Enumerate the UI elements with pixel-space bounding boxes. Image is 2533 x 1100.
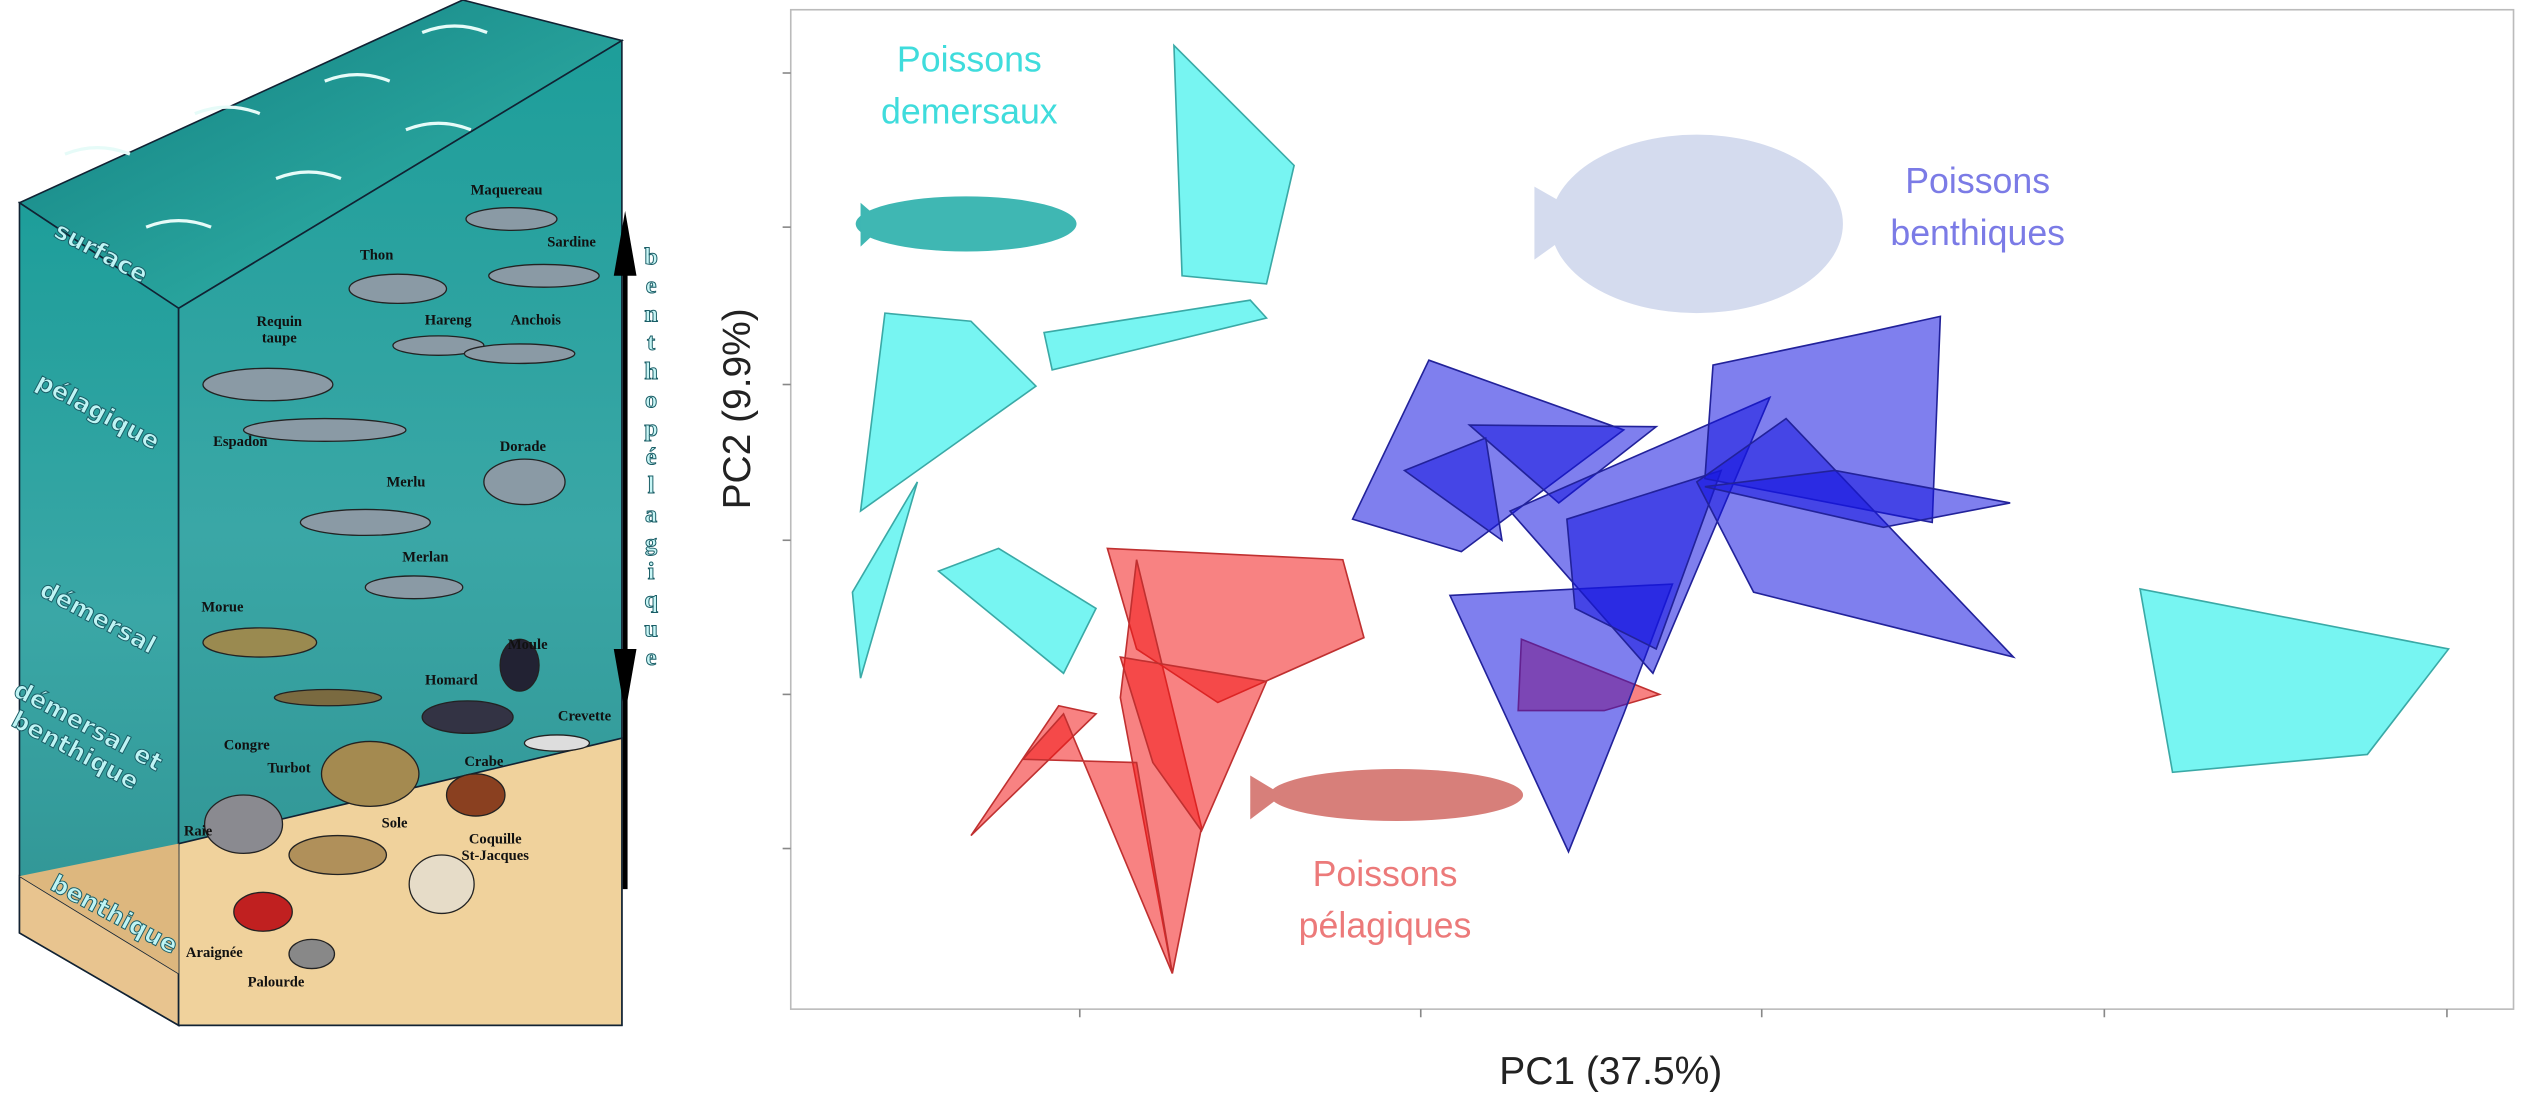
species-label: Araignée — [186, 945, 243, 961]
species-label: Turbot — [267, 760, 310, 776]
species-label: Sardine — [547, 235, 596, 251]
species-label: Merlu — [386, 475, 425, 491]
species-label: Crabe — [464, 754, 503, 770]
species-label: Sole — [382, 815, 408, 831]
group-label: pélagiques — [1299, 906, 1472, 946]
figure: surfacepélagiquedémersaldémersal etbenth… — [0, 0, 2533, 1100]
species-label: St-Jacques — [462, 848, 530, 864]
species-label: Espadon — [213, 434, 267, 450]
group-label: benthiques — [1890, 213, 2065, 253]
group-label: Poissons — [897, 39, 1042, 79]
x-axis-label: PC1 (37.5%) — [1499, 1050, 1722, 1093]
species-label: taupe — [262, 330, 297, 346]
species-label: Palourde — [248, 974, 305, 990]
species-label: Homard — [425, 673, 478, 689]
species-label: Anchois — [511, 312, 562, 328]
species-label: Requin — [257, 314, 302, 330]
y-axis-label: PC2 (9.9%) — [716, 308, 759, 509]
vertical-label: benthopélagique — [638, 243, 665, 672]
group-label: Poissons — [1905, 161, 2050, 201]
species-label: Crevette — [558, 708, 612, 724]
group-label: Poissons — [1313, 854, 1458, 894]
species-label: Raie — [184, 824, 213, 840]
species-label: Maquereau — [471, 183, 543, 199]
species-label: Hareng — [425, 312, 472, 328]
species-label: Congre — [224, 738, 270, 754]
species-label: Coquille — [469, 832, 522, 848]
ocean-block — [19, 0, 636, 1025]
species-label: Dorade — [500, 439, 547, 455]
species-label: Merlan — [402, 549, 448, 565]
species-label: Morue — [201, 600, 244, 616]
species-label: Moule — [508, 637, 548, 653]
group-label: demersaux — [881, 91, 1058, 131]
species-label: Thon — [360, 248, 393, 264]
